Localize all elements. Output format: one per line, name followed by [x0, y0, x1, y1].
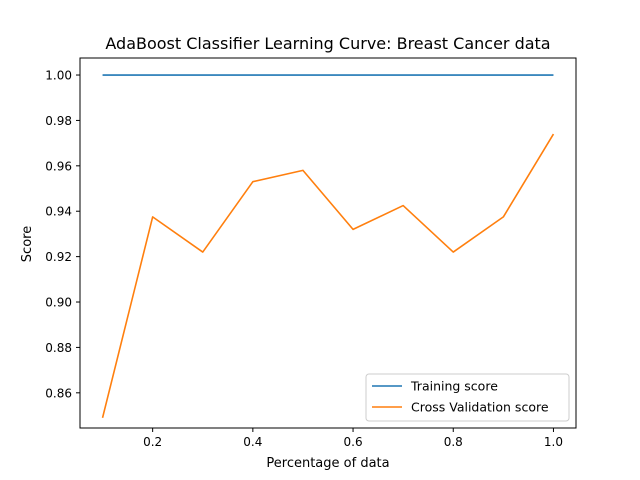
y-tick-label: 0.92: [45, 250, 72, 264]
x-axis-label: Percentage of data: [266, 456, 389, 471]
y-tick-label: 1.00: [45, 69, 72, 83]
x-tick-label: 0.4: [243, 435, 262, 449]
y-tick-label: 0.94: [45, 205, 72, 219]
y-tick-label: 0.88: [45, 341, 72, 355]
legend-label-training-score: Training score: [410, 379, 498, 394]
y-tick-label: 0.86: [45, 386, 72, 400]
x-tick-label: 0.8: [444, 435, 463, 449]
y-tick-label: 0.96: [45, 159, 72, 173]
x-tick-label: 1.0: [544, 435, 563, 449]
x-tick-label: 0.2: [143, 435, 162, 449]
legend-label-cross-validation-score: Cross Validation score: [411, 400, 549, 415]
axis-ticks: 0.2 0.4 0.6 0.8 1.0 0.86 0.88 0.90 0.92 0.94 0.96 0…: [45, 69, 563, 449]
y-axis-label: Score: [20, 226, 35, 262]
y-tick-label: 0.98: [45, 114, 72, 128]
series-line-cross-validation-score: [101, 133, 555, 418]
legend: Training score Cross Validation score: [365, 373, 570, 422]
legend-box: [365, 373, 570, 422]
series-lines: [101, 74, 555, 418]
x-tick-label: 0.6: [344, 435, 363, 449]
chart-title: AdaBoost Classifier Learning Curve: Brea…: [105, 34, 550, 53]
y-tick-label: 0.90: [45, 296, 72, 310]
plot-frame: [79, 57, 577, 429]
